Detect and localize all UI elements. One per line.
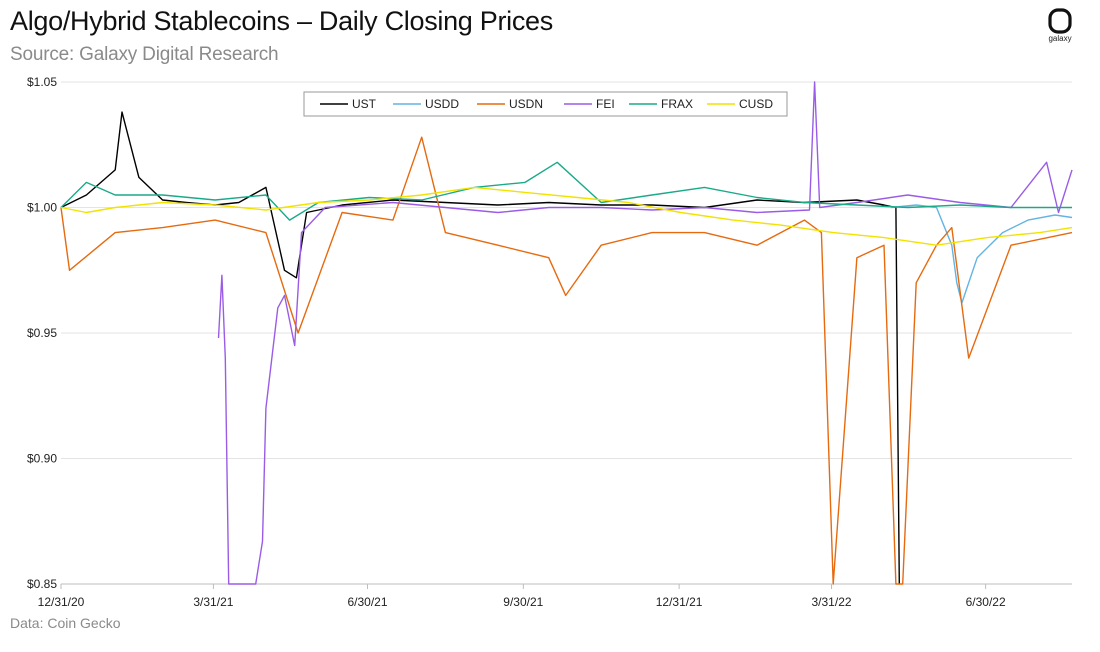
legend-label-usdn: USDN [509,97,543,111]
legend-label-fei: FEI [596,97,615,111]
galaxy-logo-icon [1048,8,1072,34]
x-tick-label: 12/31/20 [38,595,85,609]
legend-label-frax: FRAX [661,97,693,111]
x-tick-label: 3/31/21 [193,595,233,609]
legend-label-ust: UST [352,97,377,111]
y-tick-label: $0.95 [27,326,57,340]
x-tick-label: 9/30/21 [503,595,543,609]
legend-label-usdd: USDD [425,97,459,111]
series-line-cusd [60,186,1073,246]
series-line-frax [60,161,1072,221]
x-tick-label: 12/31/21 [656,595,703,609]
y-tick-label: $0.85 [27,577,57,591]
x-tick-label: 3/31/22 [812,595,852,609]
y-tick-label: $1.05 [27,75,57,89]
x-tick-label: 6/30/21 [347,595,387,609]
legend-box [303,91,788,117]
y-tick-label: $1.00 [27,201,57,215]
chart-subtitle: Source: Galaxy Digital Research [10,44,279,65]
series-line-fei [217,81,1073,585]
series-line-ust [60,111,900,585]
legend-label-cusd: CUSD [739,97,773,111]
series-line-usdd [890,204,1073,304]
series-line-usdn [60,136,1073,585]
x-tick-label: 6/30/22 [966,595,1006,609]
data-source-note: Data: Coin Gecko [10,615,121,631]
chart-title: Algo/Hybrid Stablecoins – Daily Closing … [10,6,553,36]
y-tick-label: $0.90 [27,452,57,466]
logo-text: galaxy [1048,34,1072,43]
